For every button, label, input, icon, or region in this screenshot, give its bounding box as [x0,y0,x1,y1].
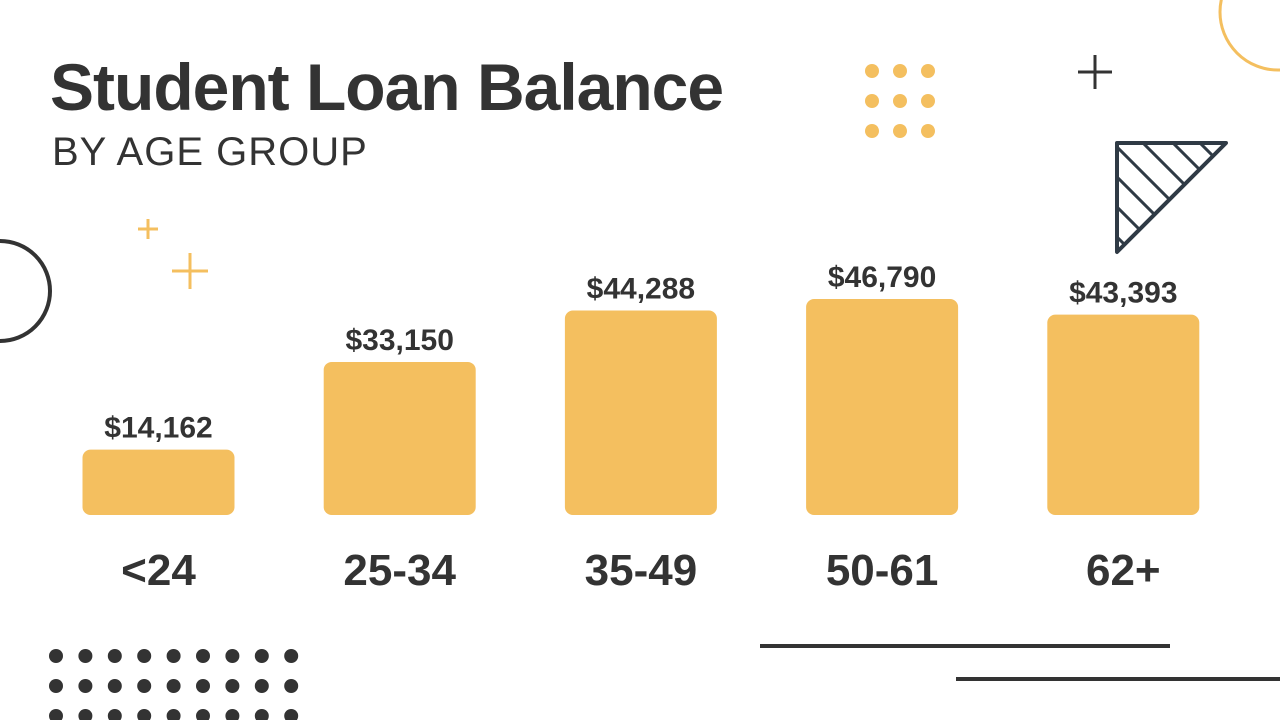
deco-yellow-plus-large [172,253,208,289]
deco-dark-dot [78,649,93,663]
deco-dark-dot [78,709,93,720]
value-label-0: $14,162 [104,412,212,445]
deco-dark-ring [0,239,52,343]
deco-dark-dot [107,649,122,663]
deco-dark-dot [78,679,93,693]
bar-2 [564,310,717,515]
chart-title: Student Loan Balance [50,50,724,124]
category-label-2: 35-49 [585,546,698,595]
deco-dark-dot [225,709,240,720]
category-labels-group: <24 25-34 35-49 50-61 62+ [121,546,1160,595]
deco-dark-dot [166,679,181,693]
deco-dark-dot [284,649,299,663]
deco-dark-dot [137,679,152,693]
deco-dark-dot [254,709,269,720]
deco-dark-dot [107,679,122,693]
category-label-1: 25-34 [343,546,456,595]
category-label-3: 50-61 [826,546,939,595]
value-labels-group: $14,162 $33,150 $44,288 $46,790 $43,393 [104,261,1177,445]
bars-group [82,299,1200,515]
value-label-3: $46,790 [828,261,936,294]
deco-dark-dot [284,709,299,720]
deco-yellow-dot-grid [865,64,935,138]
category-label-0: <24 [121,546,196,595]
deco-dark-dot [137,649,152,663]
deco-yellow-ring [1218,0,1280,72]
deco-dark-dot [49,649,63,663]
deco-dark-dot [225,649,240,663]
deco-dark-dot [225,679,240,693]
deco-dark-dot [49,709,63,720]
value-label-1: $33,150 [345,324,453,357]
deco-dark-dot [284,679,299,693]
deco-dark-plus [1078,55,1112,89]
bar-1 [323,361,476,515]
value-label-2: $44,288 [587,273,695,306]
chart-subtitle: BY AGE GROUP [52,130,368,174]
deco-dark-dot [196,709,210,720]
bar-0 [82,449,235,515]
deco-dark-dot [196,649,210,663]
deco-dark-dot [196,679,210,693]
deco-dark-dot [166,649,181,663]
category-label-4: 62+ [1086,546,1161,595]
deco-dark-dot-grid [49,649,299,720]
value-label-4: $43,393 [1069,277,1177,310]
deco-dark-dot [166,709,181,720]
deco-dark-dot [107,709,122,720]
bar-4 [1047,314,1200,515]
deco-yellow-plus-small [138,219,158,239]
deco-dark-dot [254,649,269,663]
deco-dark-dot [137,709,152,720]
deco-dark-dot [49,679,63,693]
deco-dark-dot [254,679,269,693]
bar-3 [806,299,959,515]
